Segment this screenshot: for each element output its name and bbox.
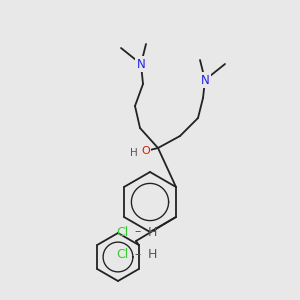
Text: H: H [130, 148, 138, 158]
Text: –: – [135, 248, 141, 262]
Text: H: H [147, 248, 157, 262]
Text: O: O [142, 146, 150, 156]
Text: –: – [135, 226, 141, 238]
Text: N: N [201, 74, 209, 86]
Text: Cl: Cl [116, 248, 128, 262]
Text: N: N [136, 58, 146, 70]
Text: H: H [147, 226, 157, 238]
Text: Cl: Cl [116, 226, 128, 238]
